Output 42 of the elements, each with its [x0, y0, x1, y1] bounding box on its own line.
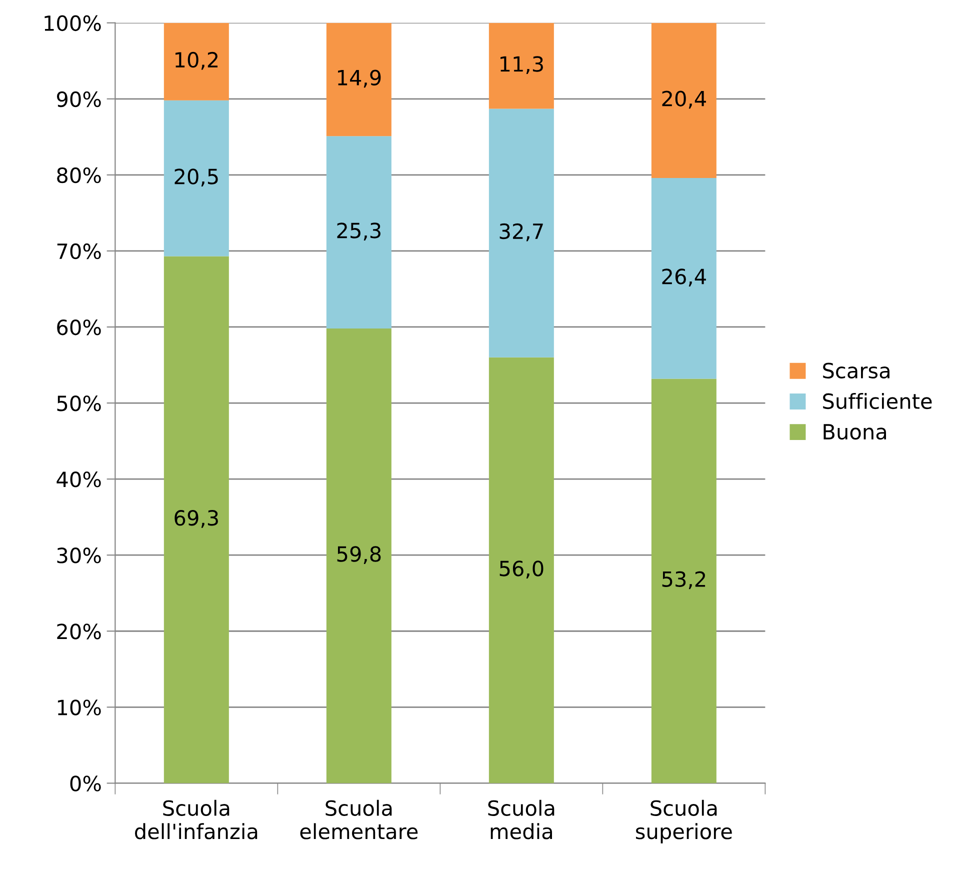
data-label: 26,4 [662, 268, 706, 286]
bar [488, 357, 554, 784]
data-label: 20,5 [174, 168, 218, 187]
bar [164, 22, 229, 100]
x-tick-label: Scuola superiore [636, 800, 732, 844]
legend-label: Sufficiente [823, 392, 932, 410]
y-tick-label: 50% [57, 395, 101, 412]
data-label: 59,8 [337, 546, 381, 564]
data-label: 69,3 [174, 510, 218, 528]
x-tick-label: Scuola elementare [300, 800, 418, 840]
bar [326, 328, 392, 784]
data-label: 11,3 [500, 56, 543, 74]
y-tick-label: 30% [57, 548, 101, 564]
data-label: 10,2 [176, 52, 218, 70]
bar [164, 100, 229, 256]
data-label: 56,0 [500, 560, 544, 578]
legend-label: Scarsa [823, 362, 890, 378]
y-tick-label: 100% [44, 15, 101, 32]
bar [164, 256, 229, 784]
bar [488, 108, 554, 358]
y-tick-label: 60% [57, 319, 101, 336]
data-label: 14,9 [338, 70, 381, 88]
y-tick-label: 80% [57, 167, 101, 184]
x-tick-label: Scuola media [488, 800, 554, 840]
bar [651, 178, 716, 379]
bar [326, 136, 392, 329]
legend-label: Buona [824, 424, 886, 440]
data-label: 25,3 [337, 222, 380, 240]
y-tick-label: 10% [58, 700, 101, 716]
bar [651, 378, 716, 784]
x-tick-label: Scuola dell'infanzia [135, 800, 258, 840]
y-tick-label: 90% [56, 91, 101, 108]
data-label: 53,2 [662, 571, 706, 590]
bar [488, 22, 554, 109]
y-tick-label: 40% [56, 472, 101, 488]
data-label: 32,7 [500, 223, 543, 242]
bar [651, 22, 716, 178]
bar [326, 22, 392, 136]
y-tick-label: 0% [70, 776, 101, 792]
data-label: 20,4 [662, 90, 706, 109]
y-tick-label: 20% [57, 624, 101, 640]
y-tick-label: 70% [57, 243, 101, 260]
